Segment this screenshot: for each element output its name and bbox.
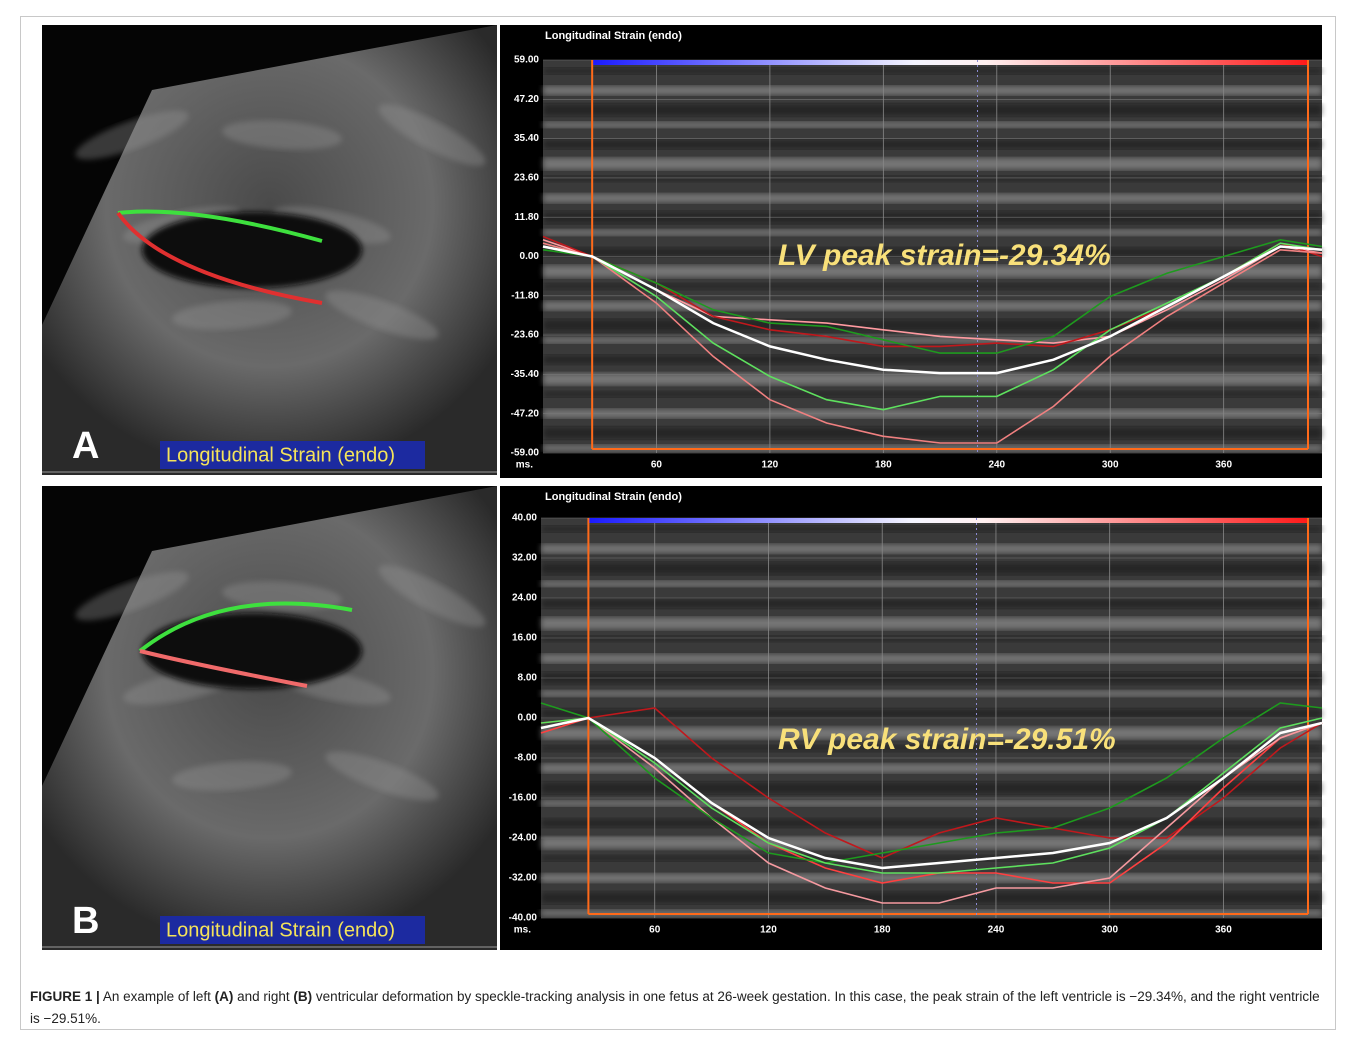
y-tick-label: 47.20: [514, 94, 539, 105]
image-label: Longitudinal Strain (endo): [166, 444, 395, 466]
texture-band: [541, 636, 1322, 642]
texture-band: [541, 544, 1322, 553]
y-tick-label: -23.60: [511, 330, 540, 341]
caption-text: An example of left: [103, 989, 215, 1004]
y-tick-label: 16.00: [512, 633, 537, 644]
texture-band: [543, 86, 1322, 95]
annotation: LV peak strain=-29.34%: [778, 239, 1111, 272]
x-tick-label: 180: [874, 925, 891, 936]
texture-band: [543, 176, 1322, 182]
y-tick-label: -8.00: [514, 753, 537, 764]
texture-band: [543, 68, 1322, 74]
chart-title: Longitudinal Strain (endo): [545, 30, 682, 42]
y-tick-label: -40.00: [509, 913, 538, 924]
texture-band: [541, 654, 1322, 663]
y-tick-label: 24.00: [512, 593, 537, 604]
texture-band: [543, 194, 1322, 203]
y-tick-label: -35.40: [511, 369, 540, 380]
texture-band: [543, 391, 1322, 397]
figure: A Longitudinal Strain (endo) Longitudinal …: [0, 0, 1358, 970]
x-tick-label: 240: [988, 925, 1005, 936]
texture-band: [541, 837, 1322, 849]
texture-band: [541, 855, 1322, 861]
y-tick-label: -59.00: [511, 448, 540, 459]
x-tick-label: 360: [1215, 460, 1232, 471]
y-tick-label: -47.20: [511, 408, 540, 419]
texture-band: [543, 104, 1322, 116]
x-tick-label: 180: [875, 460, 892, 471]
texture-band: [543, 212, 1322, 224]
y-tick-label: 23.60: [514, 173, 539, 184]
y-tick-label: -11.80: [511, 290, 539, 301]
texture-band: [541, 617, 1322, 629]
figure-page: A Longitudinal Strain (endo) Longitudinal …: [0, 0, 1358, 1037]
caption-text: (B): [293, 989, 312, 1004]
x-tick-label: 120: [760, 925, 777, 936]
x-tick-label: 360: [1215, 925, 1232, 936]
texture-band: [541, 892, 1322, 904]
texture-band: [541, 563, 1322, 575]
texture-band: [543, 427, 1322, 439]
x-tick-label: 60: [649, 925, 661, 936]
panel-label: B: [72, 900, 99, 942]
x-tick-label: 60: [651, 460, 663, 471]
texture-band: [541, 581, 1322, 587]
y-tick-label: -16.00: [509, 793, 538, 804]
texture-band: [541, 691, 1322, 697]
caption-text: (A): [215, 989, 234, 1004]
y-tick-label: 0.00: [520, 251, 540, 262]
cavity: [142, 613, 362, 689]
x-unit-label: ms.: [514, 925, 531, 936]
caption: FIGURE 1 | An example of left (A) and ri…: [30, 986, 1330, 1030]
x-tick-label: 240: [988, 460, 1005, 471]
texture-band: [543, 140, 1322, 149]
texture-band: [541, 599, 1322, 608]
y-tick-label: 59.00: [514, 55, 539, 66]
y-tick-label: -24.00: [509, 833, 538, 844]
texture-band: [543, 122, 1322, 128]
texture-band: [543, 373, 1322, 385]
texture-band: [541, 819, 1322, 828]
y-tick-label: 40.00: [512, 513, 537, 524]
texture-band: [543, 319, 1322, 331]
texture-band: [543, 158, 1322, 170]
texture-band: [543, 230, 1322, 236]
caption-label: FIGURE 1 |: [30, 989, 100, 1004]
x-unit-label: ms.: [516, 460, 533, 471]
color-bar: [588, 518, 1308, 523]
texture-band: [543, 337, 1322, 343]
y-tick-label: 32.00: [512, 553, 537, 564]
image-label: Longitudinal Strain (endo): [166, 919, 395, 941]
y-tick-label: 35.40: [514, 133, 539, 144]
color-bar: [592, 60, 1308, 65]
texture-band: [541, 526, 1322, 532]
caption-text: and right: [233, 989, 293, 1004]
y-tick-label: 11.80: [515, 212, 540, 223]
chart-title: Longitudinal Strain (endo): [545, 491, 682, 503]
annotation: RV peak strain=-29.51%: [778, 723, 1116, 756]
x-tick-label: 300: [1102, 460, 1119, 471]
y-tick-label: 0.00: [518, 713, 538, 724]
y-tick-label: 8.00: [518, 673, 538, 684]
y-tick-label: -32.00: [509, 873, 538, 884]
x-tick-label: 300: [1101, 925, 1118, 936]
x-tick-label: 120: [762, 460, 779, 471]
texture-band: [543, 355, 1322, 364]
panel-label: A: [72, 425, 99, 467]
